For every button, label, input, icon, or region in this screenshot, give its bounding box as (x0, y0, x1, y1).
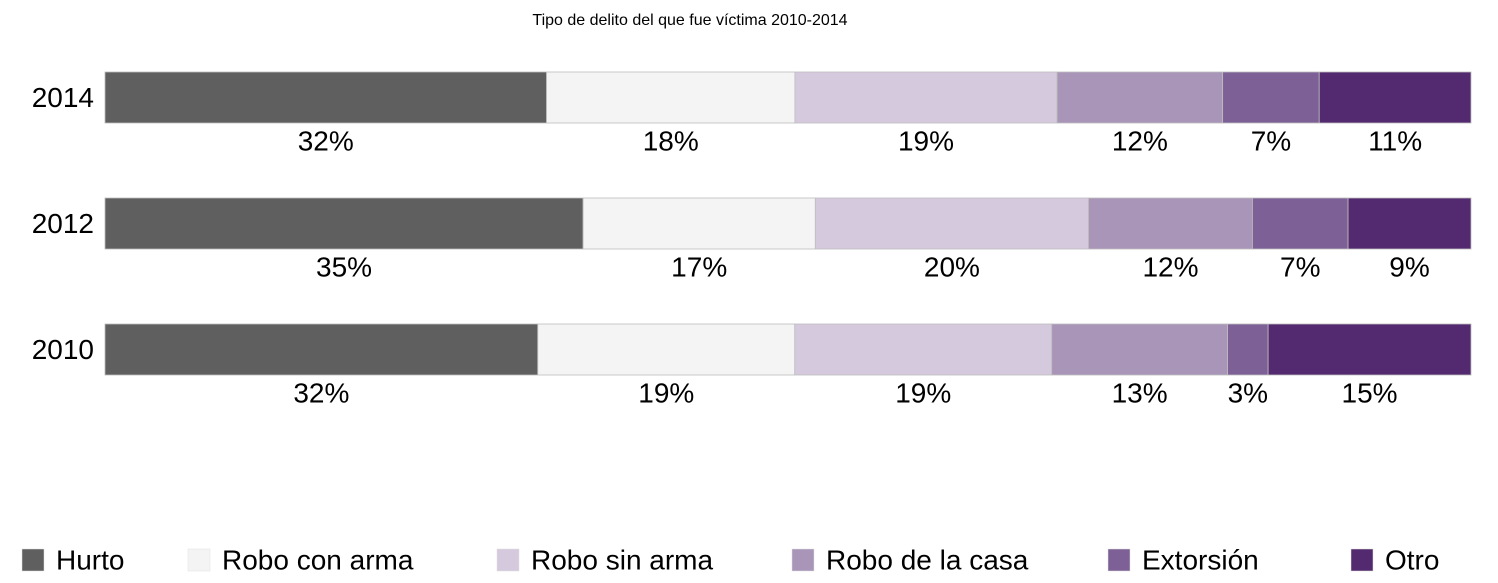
legend-swatch (21, 548, 45, 572)
bar-segment (794, 71, 1058, 124)
data-label: 35% (316, 251, 372, 282)
bar-segment (1252, 197, 1349, 250)
bar-segment (582, 197, 816, 250)
data-label: 32% (298, 125, 354, 156)
data-label: 19% (898, 125, 954, 156)
bar-segment (1056, 71, 1224, 124)
legend-swatch (1350, 548, 1374, 572)
legend-label: Hurto (56, 544, 124, 575)
bar-segment (546, 71, 796, 124)
bar-segment (537, 323, 796, 376)
legend-swatch (496, 548, 520, 572)
y-tick-label: 2010 (32, 334, 94, 365)
data-label: 19% (895, 377, 951, 408)
data-label: 19% (638, 377, 694, 408)
bar-segment (104, 71, 547, 124)
legend-label: Robo de la casa (826, 544, 1029, 575)
bar-segment (1347, 197, 1472, 250)
legend-label: Robo sin arma (531, 544, 714, 575)
legend-label: Extorsión (1142, 544, 1259, 575)
data-label: 15% (1342, 377, 1398, 408)
y-tick-label: 2012 (32, 208, 94, 239)
legend-swatch (791, 548, 815, 572)
data-label: 18% (643, 125, 699, 156)
data-label: 12% (1112, 125, 1168, 156)
data-label: 3% (1228, 377, 1268, 408)
legend-label: Otro (1385, 544, 1439, 575)
bar-segment (104, 197, 584, 250)
bar-segment (1222, 71, 1320, 124)
y-tick-label: 2014 (32, 82, 94, 113)
bar-segment (794, 323, 1053, 376)
bar-segment (1051, 323, 1228, 376)
data-label: 13% (1112, 377, 1168, 408)
bar-segment (1318, 71, 1472, 124)
legend-swatch (187, 548, 211, 572)
bar-segment (104, 323, 539, 376)
data-label: 9% (1389, 251, 1429, 282)
data-label: 17% (671, 251, 727, 282)
bar-segment (814, 197, 1089, 250)
bar-segment (1227, 323, 1269, 376)
data-label: 32% (293, 377, 349, 408)
data-label: 20% (924, 251, 980, 282)
data-label: 11% (1368, 125, 1422, 156)
legend-label: Robo con arma (222, 544, 414, 575)
bar-segment (1267, 323, 1472, 376)
data-label: 12% (1142, 251, 1198, 282)
bar-segment (1088, 197, 1253, 250)
data-label: 7% (1251, 125, 1291, 156)
data-label: 7% (1280, 251, 1320, 282)
chart-title: Tipo de delito del que fue víctima 2010-… (532, 12, 847, 29)
legend-swatch (1107, 548, 1131, 572)
